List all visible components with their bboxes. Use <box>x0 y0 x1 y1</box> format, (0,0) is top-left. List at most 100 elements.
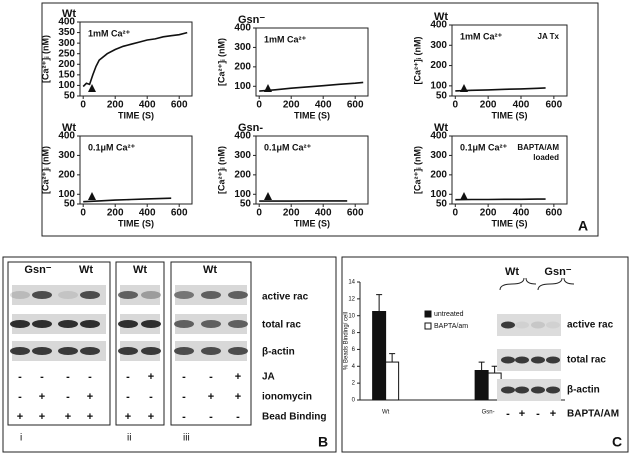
legend-label: untreated <box>434 311 464 318</box>
trace <box>82 31 188 88</box>
panel-label: A <box>578 218 588 234</box>
sign: + <box>87 391 93 403</box>
blot-band <box>501 356 515 364</box>
blot-band <box>228 291 248 299</box>
y-tick-label: 300 <box>58 150 75 161</box>
y-tick-label: 100 <box>430 80 447 91</box>
x-tick-label: 400 <box>139 208 156 219</box>
blot-band <box>58 320 78 328</box>
y-axis-label: [Ca²⁺]ᵢ (nM) <box>412 146 422 194</box>
x-tick-label: 600 <box>171 208 188 219</box>
sign: - <box>182 411 186 423</box>
y-axis-label: % Beads Binding/ cell <box>344 312 350 370</box>
y-tick-label: 400 <box>234 23 251 34</box>
blot-background <box>497 314 561 336</box>
x-tick-label: 600 <box>347 100 364 111</box>
y-tick-label: 14 <box>348 280 355 286</box>
panel-b-i-frame <box>7 261 111 426</box>
blot-band <box>228 347 248 355</box>
y-tick-label: 100 <box>234 189 251 200</box>
blot-band <box>10 347 30 355</box>
note: BAPTA/AM <box>517 143 559 152</box>
plot-frame <box>255 27 369 97</box>
y-tick-label: 400 <box>58 131 75 142</box>
sign: + <box>148 371 154 383</box>
sign: + <box>65 411 71 423</box>
brace <box>499 277 575 291</box>
x-tick-label: Gsn- <box>482 410 495 416</box>
blot-band <box>141 320 161 328</box>
sublabel: ii <box>127 433 131 444</box>
row-label: JA <box>262 372 275 383</box>
blot-background <box>12 285 106 305</box>
y-tick-label: 10 <box>348 313 355 319</box>
blot-band <box>515 386 529 394</box>
y-tick-label: 300 <box>430 150 447 161</box>
y-axis-label: [Ca²⁺]ᵢ (nM) <box>216 38 226 86</box>
x-axis-label: TIME (S) <box>492 218 528 228</box>
bar <box>474 370 489 401</box>
trace <box>83 197 172 203</box>
blot-band <box>118 347 138 355</box>
y-tick-label: 50 <box>436 91 448 102</box>
y-tick-label: 400 <box>234 131 251 142</box>
blot-band <box>118 320 138 328</box>
chart-title: Wt <box>62 8 76 20</box>
y-tick-label: 300 <box>58 38 75 49</box>
blot-band <box>546 386 560 394</box>
row-label: Bead Binding <box>262 412 326 423</box>
y-tick-label: 350 <box>58 27 75 38</box>
row-label: active rac <box>262 292 309 303</box>
sign: + <box>17 411 23 423</box>
blot-band <box>80 320 100 328</box>
y-tick-label: 0 <box>352 398 356 404</box>
sign: - <box>209 371 213 383</box>
y-tick-label: 50 <box>64 91 76 102</box>
y-axis-label: [Ca²⁺]ᵢ (nM) <box>40 146 50 194</box>
row-label: β-actin <box>262 347 295 358</box>
trace <box>455 198 546 201</box>
sublabel: i <box>20 433 22 444</box>
note: loaded <box>533 153 559 162</box>
blot-band <box>201 320 221 328</box>
y-tick-label: 300 <box>234 42 251 53</box>
sign: + <box>39 391 45 403</box>
blot-band <box>228 320 248 328</box>
blot-band <box>531 321 545 329</box>
chart-title: Wt <box>434 122 448 134</box>
row-label: ionomycin <box>262 392 312 403</box>
y-tick-label: 400 <box>430 131 447 142</box>
y-axis-label: [Ca²⁺]ᵢ (nM) <box>40 35 50 83</box>
blot-header: Wt <box>133 264 147 276</box>
y-tick-label: 50 <box>240 199 252 210</box>
plot-frame <box>79 135 193 205</box>
blot-band <box>32 291 52 299</box>
stimulus-arrow <box>264 84 272 92</box>
blot-band <box>80 291 100 299</box>
y-tick-label: 150 <box>58 69 75 80</box>
stimulus-arrow <box>88 192 96 200</box>
x-tick-label: 0 <box>453 100 459 111</box>
sign: - <box>40 371 44 383</box>
sign: - <box>18 371 22 383</box>
y-tick-label: 100 <box>234 81 251 92</box>
sign: + <box>125 411 131 423</box>
blot-band <box>174 320 194 328</box>
plot-frame <box>255 135 369 205</box>
bar <box>372 311 387 401</box>
y-tick-label: 300 <box>234 150 251 161</box>
y-tick-label: 12 <box>348 296 355 302</box>
panel-b-ii-frame <box>115 261 165 426</box>
sign: + <box>519 408 525 420</box>
blot-band <box>501 321 515 329</box>
y-tick-label: 50 <box>436 199 448 210</box>
row-label: total rac <box>262 320 301 331</box>
sign: - <box>536 408 540 420</box>
sign: - <box>126 391 130 403</box>
x-tick-label: 0 <box>80 100 86 111</box>
blot-header: Gsn⁻ <box>544 266 571 278</box>
blot-band <box>201 291 221 299</box>
y-tick-label: 6 <box>352 347 356 353</box>
blot-band <box>141 347 161 355</box>
y-tick-label: 8 <box>352 330 356 336</box>
